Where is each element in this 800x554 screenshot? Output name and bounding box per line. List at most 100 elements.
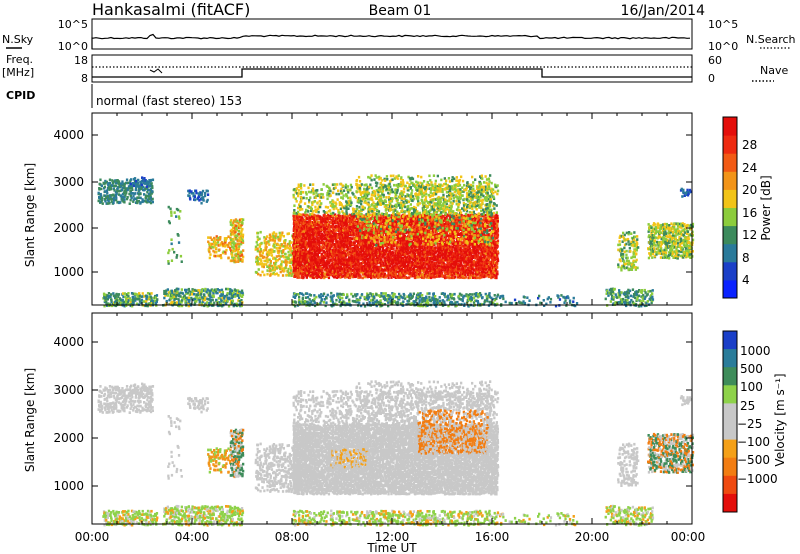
data-cell bbox=[255, 260, 258, 264]
data-cell bbox=[146, 181, 149, 185]
data-cell bbox=[320, 220, 323, 224]
data-cell bbox=[348, 237, 352, 240]
data-cell bbox=[353, 214, 356, 217]
data-cell bbox=[326, 248, 329, 251]
data-cell bbox=[187, 296, 190, 299]
data-cell bbox=[149, 191, 152, 195]
data-cell bbox=[422, 236, 425, 239]
data-cell bbox=[263, 239, 266, 242]
data-cell bbox=[340, 253, 344, 257]
data-cell bbox=[407, 232, 410, 236]
data-cell bbox=[318, 221, 321, 224]
data-cell bbox=[371, 263, 374, 266]
data-cell bbox=[358, 224, 361, 227]
data-cell bbox=[428, 271, 432, 275]
data-cell bbox=[335, 241, 338, 245]
data-cell bbox=[134, 297, 137, 300]
data-cell bbox=[353, 226, 356, 229]
data-cell bbox=[104, 182, 107, 185]
data-cell bbox=[124, 193, 127, 197]
data-cell bbox=[165, 289, 168, 292]
data-cell bbox=[370, 233, 373, 236]
data-cell bbox=[350, 263, 353, 266]
data-cell bbox=[268, 258, 271, 262]
data-cell bbox=[355, 257, 358, 260]
data-cell bbox=[299, 252, 302, 256]
data-cell bbox=[337, 275, 340, 278]
data-cell bbox=[231, 299, 234, 303]
data-cell bbox=[114, 294, 117, 297]
data-cell bbox=[407, 224, 410, 227]
data-cell bbox=[423, 257, 426, 260]
data-cell bbox=[348, 242, 352, 246]
data-cell bbox=[424, 250, 427, 254]
data-cell bbox=[346, 263, 349, 267]
data-cell bbox=[319, 237, 323, 240]
data-cell bbox=[177, 298, 180, 301]
data-cell bbox=[299, 268, 302, 271]
data-cell bbox=[350, 223, 353, 226]
data-cell bbox=[343, 270, 346, 274]
data-cell bbox=[266, 260, 269, 264]
data-cell bbox=[389, 242, 392, 246]
data-cell bbox=[144, 196, 147, 200]
data-cell bbox=[415, 272, 419, 276]
data-cell bbox=[302, 230, 305, 233]
data-cell bbox=[178, 292, 181, 295]
data-cell bbox=[296, 225, 299, 228]
data-cell bbox=[260, 262, 263, 265]
data-cell bbox=[328, 216, 331, 219]
data-cell bbox=[223, 299, 226, 302]
data-cell bbox=[125, 187, 128, 190]
data-cell bbox=[328, 267, 332, 270]
data-cell bbox=[354, 275, 358, 278]
data-cell bbox=[108, 188, 111, 191]
data-cell bbox=[234, 234, 237, 238]
data-cell bbox=[392, 272, 395, 275]
data-cell bbox=[318, 237, 321, 240]
data-cell bbox=[281, 254, 285, 258]
data-cell bbox=[315, 261, 318, 265]
data-cell bbox=[322, 223, 325, 227]
freq-line bbox=[92, 68, 692, 78]
data-cell bbox=[220, 288, 224, 292]
data-cell bbox=[374, 270, 377, 274]
data-cell bbox=[203, 304, 206, 308]
data-cell bbox=[333, 252, 336, 255]
data-cell bbox=[391, 228, 394, 231]
data-cell bbox=[325, 275, 328, 278]
data-cell bbox=[294, 267, 297, 271]
data-cell bbox=[400, 267, 404, 271]
data-cell bbox=[187, 287, 190, 291]
data-cell bbox=[123, 292, 126, 295]
data-cell bbox=[296, 228, 299, 232]
data-cell bbox=[394, 220, 398, 224]
data-cell bbox=[324, 233, 327, 237]
data-cell bbox=[373, 246, 376, 250]
data-cell bbox=[266, 272, 269, 276]
data-cell bbox=[270, 251, 273, 255]
data-cell bbox=[300, 232, 303, 236]
data-cell bbox=[302, 227, 306, 230]
data-cell bbox=[145, 300, 148, 303]
data-cell bbox=[431, 251, 434, 254]
data-cell bbox=[350, 249, 353, 252]
data-cell bbox=[336, 240, 339, 244]
data-cell bbox=[297, 248, 301, 251]
data-cell bbox=[396, 274, 400, 278]
data-cell bbox=[437, 250, 440, 254]
data-cell bbox=[129, 184, 132, 188]
data-cell bbox=[424, 273, 428, 276]
data-cell bbox=[114, 184, 118, 188]
data-cell bbox=[138, 294, 141, 297]
data-cell bbox=[308, 249, 311, 252]
data-cell bbox=[427, 230, 430, 234]
data-cell bbox=[369, 255, 373, 258]
data-cell bbox=[333, 273, 336, 276]
data-cell bbox=[367, 275, 370, 278]
data-cell bbox=[140, 179, 143, 183]
data-cell bbox=[371, 245, 374, 249]
data-cell bbox=[136, 178, 140, 182]
data-cell bbox=[313, 214, 316, 217]
data-cell bbox=[298, 264, 302, 267]
